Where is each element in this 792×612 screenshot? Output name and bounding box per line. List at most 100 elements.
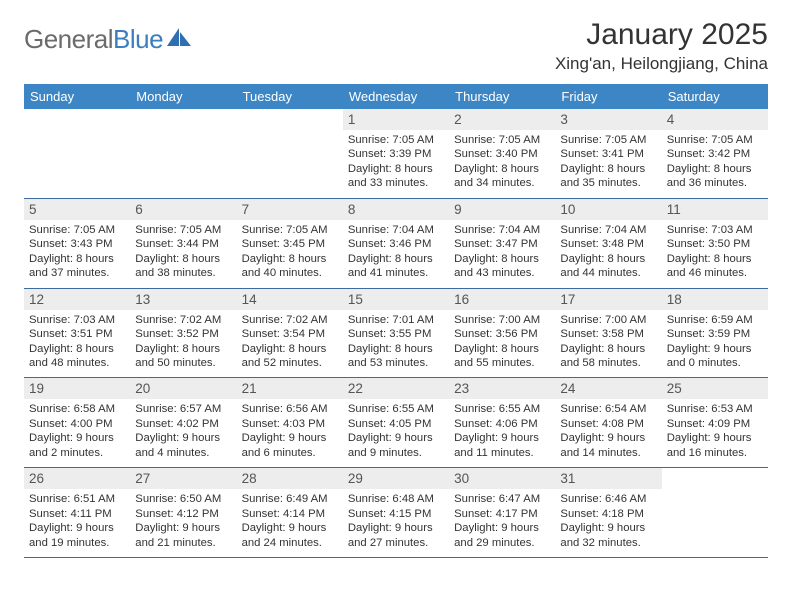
month-title: January 2025: [555, 18, 768, 52]
day-line-dl1: Daylight: 8 hours: [348, 252, 444, 266]
calendar-cell: 24Sunrise: 6:54 AMSunset: 4:08 PMDayligh…: [555, 378, 661, 468]
day-number: 26: [24, 468, 130, 489]
brand-logo: GeneralBlue: [24, 24, 193, 55]
calendar-cell: 7Sunrise: 7:05 AMSunset: 3:45 PMDaylight…: [237, 198, 343, 288]
calendar-cell: 28Sunrise: 6:49 AMSunset: 4:14 PMDayligh…: [237, 468, 343, 558]
day-line-sr: Sunrise: 6:55 AM: [348, 402, 444, 416]
day-body: Sunrise: 7:02 AMSunset: 3:54 PMDaylight:…: [237, 310, 343, 378]
day-number: 4: [662, 109, 768, 130]
day-line-ss: Sunset: 3:52 PM: [135, 327, 231, 341]
day-number-empty: [130, 109, 236, 130]
day-line-dl2: and 37 minutes.: [29, 266, 125, 280]
day-line-dl1: Daylight: 9 hours: [667, 342, 763, 356]
day-line-dl1: Daylight: 9 hours: [560, 521, 656, 535]
day-body: Sunrise: 7:00 AMSunset: 3:56 PMDaylight:…: [449, 310, 555, 378]
day-line-dl2: and 27 minutes.: [348, 536, 444, 550]
weekday-header: Tuesday: [237, 84, 343, 109]
day-body: Sunrise: 6:51 AMSunset: 4:11 PMDaylight:…: [24, 489, 130, 557]
calendar-cell: 23Sunrise: 6:55 AMSunset: 4:06 PMDayligh…: [449, 378, 555, 468]
day-line-ss: Sunset: 4:09 PM: [667, 417, 763, 431]
day-line-sr: Sunrise: 6:50 AM: [135, 492, 231, 506]
day-line-dl1: Daylight: 8 hours: [29, 252, 125, 266]
day-line-sr: Sunrise: 7:04 AM: [560, 223, 656, 237]
calendar-body: 1 Sunrise: 7:05 AM Sunset: 3:39 PM Daylight…: [24, 109, 768, 558]
day-number: 16: [449, 289, 555, 310]
day-line-ss: Sunset: 3:50 PM: [667, 237, 763, 251]
day-body: Sunrise: 6:48 AMSunset: 4:15 PMDaylight:…: [343, 489, 449, 557]
day-line-sr: Sunrise: 6:58 AM: [29, 402, 125, 416]
day-line-sr: Sunrise: 6:53 AM: [667, 402, 763, 416]
day-number: 19: [24, 378, 130, 399]
day-line-dl1: Daylight: 9 hours: [667, 431, 763, 445]
day-line-dl2: and 2 minutes.: [29, 446, 125, 460]
day-line-sr: Sunrise: 6:56 AM: [242, 402, 338, 416]
day-number: 20: [130, 378, 236, 399]
day-line-sr: Sunrise: 7:01 AM: [348, 313, 444, 327]
calendar-cell: 11Sunrise: 7:03 AMSunset: 3:50 PMDayligh…: [662, 198, 768, 288]
day-line-dl2: and 34 minutes.: [454, 176, 550, 190]
calendar-cell: 15Sunrise: 7:01 AMSunset: 3:55 PMDayligh…: [343, 288, 449, 378]
day-line-sr: Sunrise: 7:04 AM: [348, 223, 444, 237]
day-line-dl1: Daylight: 8 hours: [560, 252, 656, 266]
calendar-cell: [24, 109, 130, 198]
day-line-sr: Sunrise: 7:00 AM: [560, 313, 656, 327]
day-line-ss: Sunset: 3:47 PM: [454, 237, 550, 251]
day-number: 23: [449, 378, 555, 399]
day-number: 9: [449, 199, 555, 220]
day-line-sr: Sunrise: 7:00 AM: [454, 313, 550, 327]
day-body: Sunrise: 7:03 AMSunset: 3:51 PMDaylight:…: [24, 310, 130, 378]
day-line-sr: Sunrise: 6:59 AM: [667, 313, 763, 327]
day-line-ss: Sunset: 3:39 PM: [348, 147, 444, 161]
day-number-empty: [662, 468, 768, 489]
day-line-dl2: and 4 minutes.: [135, 446, 231, 460]
day-line-ss: Sunset: 4:15 PM: [348, 507, 444, 521]
calendar-cell: 10Sunrise: 7:04 AMSunset: 3:48 PMDayligh…: [555, 198, 661, 288]
day-line-ss: Sunset: 3:48 PM: [560, 237, 656, 251]
weekday-header: Friday: [555, 84, 661, 109]
day-line-sr: Sunrise: 7:05 AM: [242, 223, 338, 237]
day-line-ss: Sunset: 4:03 PM: [242, 417, 338, 431]
calendar-table: SundayMondayTuesdayWednesdayThursdayFrid…: [24, 84, 768, 558]
day-body: Sunrise: 6:55 AMSunset: 4:05 PMDaylight:…: [343, 399, 449, 467]
day-number: 21: [237, 378, 343, 399]
header: GeneralBlue January 2025 Xing'an, Heilon…: [24, 18, 768, 74]
day-line-dl1: Daylight: 9 hours: [242, 431, 338, 445]
day-number: 31: [555, 468, 661, 489]
weekday-header: Saturday: [662, 84, 768, 109]
day-line-dl1: Daylight: 9 hours: [560, 431, 656, 445]
day-line-sr: Sunrise: 7:02 AM: [242, 313, 338, 327]
day-body: Sunrise: 6:53 AMSunset: 4:09 PMDaylight:…: [662, 399, 768, 467]
day-line-sr: Sunrise: 6:54 AM: [560, 402, 656, 416]
day-number: 8: [343, 199, 449, 220]
day-body-empty: [237, 130, 343, 186]
calendar-cell: [237, 109, 343, 198]
day-line-ss: Sunset: 3:44 PM: [135, 237, 231, 251]
calendar-cell: 20Sunrise: 6:57 AMSunset: 4:02 PMDayligh…: [130, 378, 236, 468]
day-body: Sunrise: 6:47 AMSunset: 4:17 PMDaylight:…: [449, 489, 555, 557]
day-line-sr: Sunrise: 7:04 AM: [454, 223, 550, 237]
day-number: 27: [130, 468, 236, 489]
day-line-dl1: Daylight: 8 hours: [560, 342, 656, 356]
day-line-dl1: Daylight: 9 hours: [454, 431, 550, 445]
day-line-dl2: and 38 minutes.: [135, 266, 231, 280]
day-body: Sunrise: 6:49 AMSunset: 4:14 PMDaylight:…: [237, 489, 343, 557]
brand-text: GeneralBlue: [24, 24, 163, 55]
day-line-sr: Sunrise: 7:05 AM: [454, 133, 550, 147]
day-line-dl2: and 19 minutes.: [29, 536, 125, 550]
day-body: Sunrise: 6:46 AMSunset: 4:18 PMDaylight:…: [555, 489, 661, 557]
day-number: 11: [662, 199, 768, 220]
day-line-dl2: and 46 minutes.: [667, 266, 763, 280]
calendar-row: 5Sunrise: 7:05 AMSunset: 3:43 PMDaylight…: [24, 198, 768, 288]
calendar-cell: [662, 468, 768, 558]
calendar-cell: 16Sunrise: 7:00 AMSunset: 3:56 PMDayligh…: [449, 288, 555, 378]
calendar-row: 19Sunrise: 6:58 AMSunset: 4:00 PMDayligh…: [24, 378, 768, 468]
day-number-empty: [237, 109, 343, 130]
day-body: Sunrise: 7:05 AMSunset: 3:45 PMDaylight:…: [237, 220, 343, 288]
calendar-cell: 31Sunrise: 6:46 AMSunset: 4:18 PMDayligh…: [555, 468, 661, 558]
day-number: 2: [449, 109, 555, 130]
day-line-ss: Sunset: 3:59 PM: [667, 327, 763, 341]
day-number: 1: [343, 109, 449, 130]
title-block: January 2025 Xing'an, Heilongjiang, Chin…: [555, 18, 768, 74]
day-body: Sunrise: 6:50 AMSunset: 4:12 PMDaylight:…: [130, 489, 236, 557]
brand-word-1: General: [24, 24, 113, 54]
